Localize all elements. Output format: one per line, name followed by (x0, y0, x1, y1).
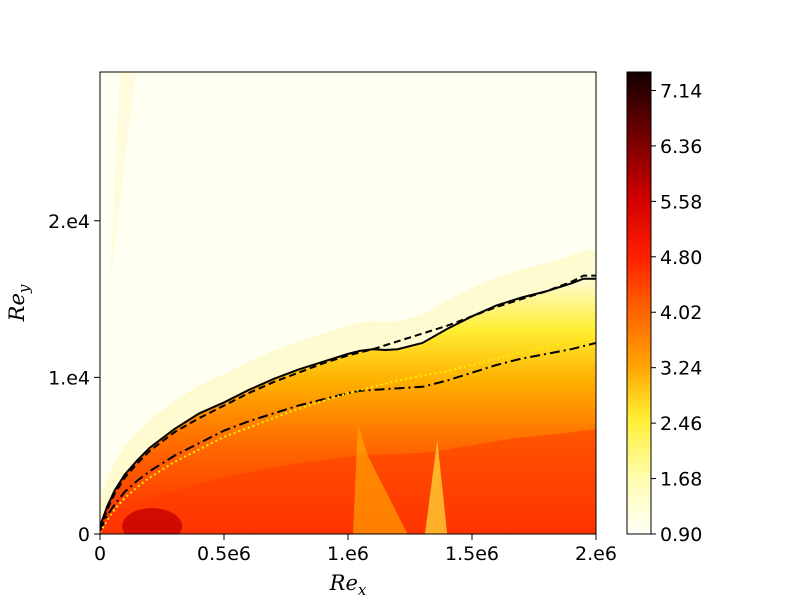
colorbar-tick-label: 7.14 (660, 80, 702, 102)
heat-notch-2 (424, 440, 448, 534)
colorbar-tick-label: 4.02 (660, 302, 702, 324)
heat-region-core (100, 428, 596, 534)
x-axis: 0 0.5e6 1.e6 1.5e6 2.e6 (94, 534, 617, 565)
colorbar-tick-label: 5.58 (660, 191, 702, 213)
plot-area (99, 71, 597, 535)
colorbar-gradient (627, 72, 651, 534)
heat-peak (122, 508, 183, 534)
heat-streak (109, 72, 136, 284)
contour-lines (100, 274, 596, 533)
y-tick-label: 0 (78, 524, 90, 546)
colorbar-tick-label: 2.46 (660, 413, 702, 435)
y-tick-label: 2.e4 (48, 211, 90, 233)
x-tick-label: 2.e6 (575, 543, 617, 565)
x-tick-label: 1.e6 (327, 543, 369, 565)
y-axis-label: Rey (5, 284, 33, 322)
contour-line-solid (100, 277, 596, 527)
colorbar-tick-label: 0.90 (660, 524, 702, 546)
colorbar-tick-label: 6.36 (660, 136, 702, 158)
colorbar-ticks: 0.90 1.68 2.46 3.24 4.02 4.80 5.58 6.36 7.14 (651, 80, 702, 546)
heat-notch (352, 424, 408, 534)
y-axis: 0 1.e4 2.e4 (48, 211, 100, 546)
x-tick-label: 1.5e6 (445, 543, 499, 565)
contour-line-dashdot (100, 341, 596, 532)
colorbar-frame (626, 71, 652, 535)
colorbar-tick-label: 1.68 (660, 469, 702, 491)
x-tick-label: 0.5e6 (197, 543, 251, 565)
colorbar-tick-label: 4.80 (660, 247, 702, 269)
x-axis-label: Rex (329, 571, 367, 599)
colorbar: 0.90 1.68 2.46 3.24 4.02 4.80 5.58 6.36 7.14 (626, 71, 702, 546)
contour-line-dotted (100, 335, 596, 533)
x-tick-label: 0 (94, 543, 106, 565)
colorbar-tick-label: 3.24 (660, 358, 702, 380)
y-tick-label: 1.e4 (48, 367, 90, 389)
contour-line-dashed (100, 274, 596, 530)
